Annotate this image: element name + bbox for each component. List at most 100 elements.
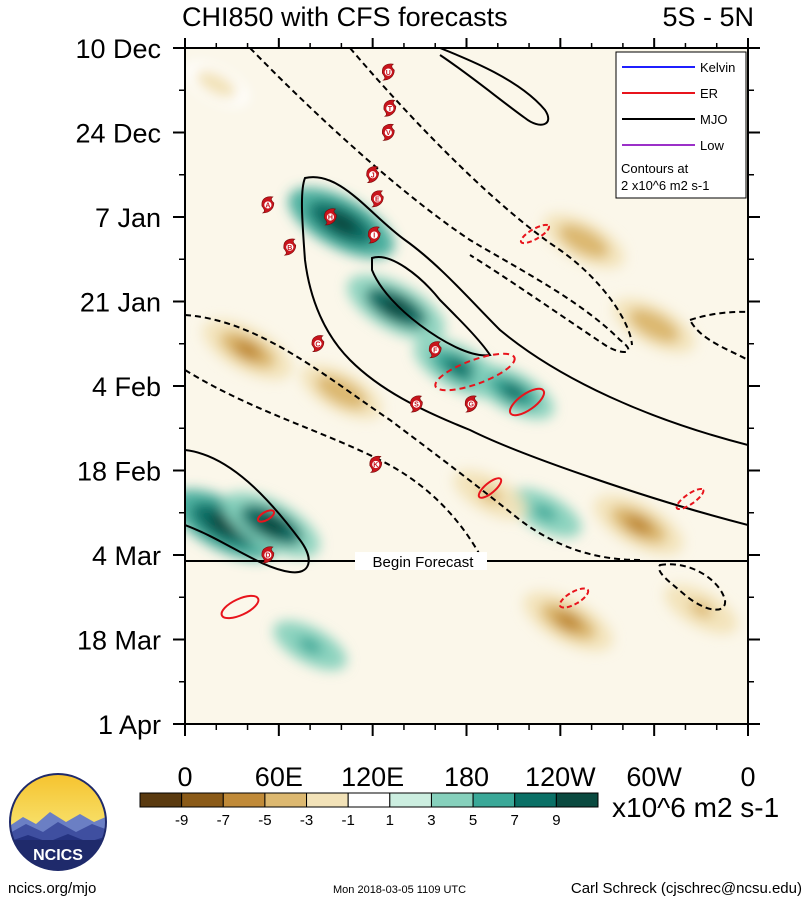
- anomaly-blob-13: [523, 591, 614, 652]
- legend-box: [615, 51, 747, 199]
- colorbar-tick-label: -7: [217, 812, 230, 829]
- colorbar-swatch: [306, 792, 349, 808]
- x-tick-label: 0: [740, 762, 755, 792]
- storm-marker-A: A: [261, 196, 275, 214]
- mjo-contour-dashed-2: [185, 314, 641, 561]
- x-tick-label: 0: [177, 762, 192, 792]
- svg-text:A: A: [265, 203, 270, 210]
- anomaly-blob-7: [273, 620, 347, 671]
- svg-text:G: G: [468, 402, 474, 409]
- forecast-label: Begin Forecast: [373, 554, 475, 571]
- svg-text:F: F: [433, 347, 438, 354]
- mjo-contour-0: [300, 176, 748, 527]
- mjo-contours: [185, 48, 748, 611]
- storm-marker-E: E: [371, 190, 384, 208]
- colorbar-swatch: [472, 792, 516, 808]
- y-tick-label: 18 Mar: [77, 626, 161, 656]
- y-tick-label: 4 Mar: [92, 541, 161, 571]
- legend-label-mjo: MJO: [700, 112, 727, 127]
- forecast-label-bg: [355, 552, 487, 571]
- er-contour-dashed-2: [558, 587, 590, 609]
- footer-author: Carl Schreck (cjschrec@ncsu.edu): [570, 880, 802, 897]
- svg-text:U: U: [386, 70, 391, 77]
- mjo-contour-3: [439, 48, 550, 126]
- storm-marker-K: K: [369, 455, 383, 473]
- colorbar-tick-label: -9: [175, 812, 188, 829]
- er-contour-dashed-3: [675, 487, 705, 511]
- svg-text:S: S: [414, 402, 419, 409]
- storm-marker-T: T: [383, 99, 397, 117]
- legend-label-er: ER: [700, 86, 718, 101]
- colorbar-tick-label: 7: [511, 812, 519, 829]
- svg-text:I: I: [373, 233, 375, 240]
- colorbar-swatch: [347, 792, 391, 808]
- mjo-contour-dashed-5: [658, 563, 727, 611]
- storm-marker-V: V: [382, 123, 395, 141]
- colorbar-tick-label: -1: [342, 812, 355, 829]
- storm-marker-C: C: [311, 335, 325, 353]
- y-tick-label: 4 Feb: [92, 372, 161, 402]
- er-contour-3: [256, 509, 276, 523]
- colorbar-swatch: [139, 792, 183, 808]
- storm-marker-J: J: [366, 166, 379, 184]
- storm-marker-D: D: [261, 546, 275, 564]
- svg-text:J: J: [371, 172, 375, 179]
- svg-text:H: H: [328, 215, 333, 222]
- anomaly-blob-8: [202, 319, 293, 380]
- anomaly-blob-12: [593, 494, 684, 555]
- mjo-contour-1: [371, 256, 492, 357]
- storm-marker-F: F: [428, 341, 442, 359]
- x-tick-label: 120E: [341, 762, 404, 792]
- footer-timestamp: Mon 2018-03-05 1109 UTC: [333, 884, 467, 896]
- legend-label-low: Low: [700, 138, 724, 153]
- svg-text:D: D: [265, 553, 270, 560]
- ncics-logo: NCICS: [9, 773, 107, 871]
- colorbar-swatch: [389, 792, 432, 808]
- anomaly-blob-9: [300, 364, 383, 420]
- legend-note-units: 2 x10^6 m2 s-1: [621, 178, 709, 193]
- legend-label-kelvin: Kelvin: [700, 60, 735, 75]
- chart-title: CHI850 with CFS forecasts: [182, 2, 508, 32]
- colorbar-units: x10^6 m2 s-1: [612, 792, 780, 823]
- colorbar-swatch: [430, 792, 474, 808]
- svg-text:C: C: [315, 341, 320, 348]
- colorbar-tick-label: 9: [552, 812, 560, 829]
- y-tick-label: 10 Dec: [75, 34, 161, 64]
- plot-area: Begin Forecast A B C D E F G H I J K S T U V: [185, 48, 748, 724]
- colorbar-swatch: [264, 792, 308, 808]
- y-axis: 10 Dec 24 Dec 7 Jan 21 Jan 4 Feb 18 Feb 4 Mar 1…: [75, 34, 760, 740]
- x-tick-label: 60W: [626, 762, 682, 792]
- x-tick-label: 120W: [525, 762, 596, 792]
- y-tick-label: 24 Dec: [75, 119, 161, 149]
- colorbar-swatch: [514, 792, 557, 808]
- anomaly-blob-5: [222, 492, 320, 558]
- er-contour-dashed-0: [434, 352, 516, 392]
- y-tick-label: 1 Apr: [98, 710, 161, 740]
- colorbar-tick-label: 3: [427, 812, 435, 829]
- footer-website: ncics.org/mjo: [8, 880, 97, 897]
- legend: Kelvin ER MJO Low Contours at 2 x10^6 m2 s-1: [615, 51, 747, 199]
- colorbar-tick-label: 5: [469, 812, 477, 829]
- colorbar-swatch: [555, 792, 599, 808]
- x-tick-label: 60E: [255, 762, 303, 792]
- mjo-contour-dashed-0: [249, 48, 630, 353]
- storm-marker-G: G: [464, 395, 478, 413]
- anomaly-blob-14: [664, 584, 738, 635]
- svg-text:K: K: [373, 462, 378, 469]
- colorbar-tick-label: -3: [300, 812, 313, 829]
- storm-marker-I: I: [367, 226, 381, 244]
- anomaly-blob-16: [185, 62, 249, 107]
- anomaly-blob-4: [185, 489, 278, 561]
- colorbar: -9 -7 -5 -3 -1 1 3 5 7 9: [139, 792, 599, 829]
- mjo-contour-2: [185, 449, 310, 574]
- x-axis: 0 60E 120E 180 120W 60W 0: [177, 38, 756, 792]
- x-tick-label: 180: [444, 762, 489, 792]
- storm-marker-H: H: [324, 208, 337, 226]
- legend-note: Contours at: [621, 161, 689, 176]
- svg-text:B: B: [287, 245, 292, 252]
- mjo-contour-dashed-1: [349, 48, 633, 346]
- anomaly-blob-11: [613, 298, 695, 354]
- anomaly-blob-10: [542, 213, 625, 269]
- er-contour-1: [477, 477, 503, 499]
